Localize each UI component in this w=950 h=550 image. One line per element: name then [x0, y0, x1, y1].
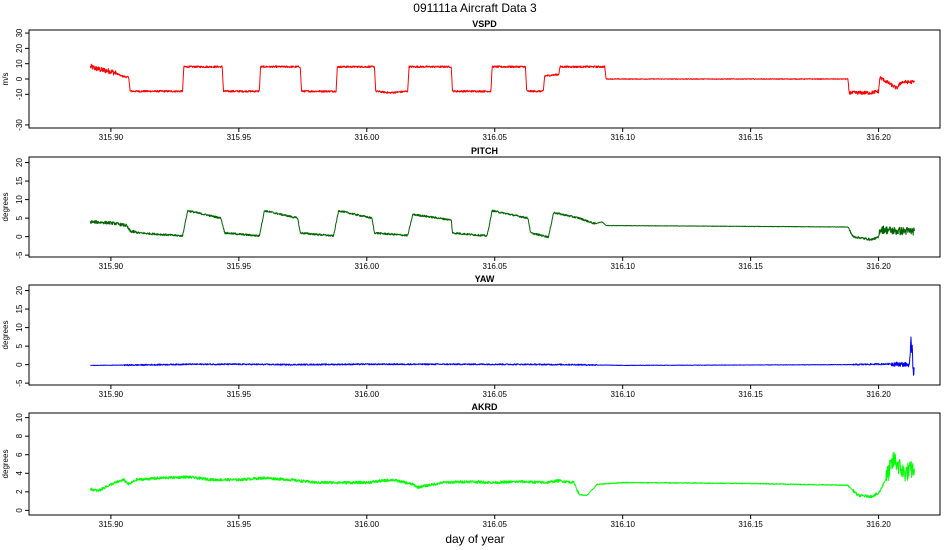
series-line-yaw: [90, 336, 915, 376]
y-tick-label: 5: [15, 343, 24, 348]
panel-title: AKRD: [472, 402, 498, 412]
plot-frame: [28, 156, 941, 258]
chart-panel: YAW 315.90 315.95 316.00 316.05 316.10 316.15 3…: [1, 274, 941, 399]
y-tick-label: 8: [15, 433, 24, 438]
chart-panel: AKRD 315.90 315.95 316.00 316.05 316.10 316.15…: [1, 402, 941, 529]
y-tick-label: 0: [15, 234, 24, 239]
plot-frame: [28, 284, 941, 386]
x-tick-label: 315.90: [99, 133, 124, 142]
x-tick-label: 316.20: [866, 262, 891, 271]
x-tick-label: 316.00: [355, 520, 380, 529]
y-tick-label: 15: [15, 176, 24, 185]
panels: VSPD 315.90 315.95 316.00 316.05 316.10 316.15…: [1, 19, 941, 529]
y-axis-label: m/s: [1, 73, 10, 86]
y-tick-label: 20: [15, 43, 24, 52]
x-tick-label: 315.95: [227, 390, 252, 399]
x-tick-label: 315.90: [99, 390, 124, 399]
x-tick-label: 315.95: [227, 520, 252, 529]
y-tick-label: 0: [15, 362, 24, 367]
y-tick-label: 15: [15, 304, 24, 313]
x-tick-label: 315.95: [227, 262, 252, 271]
x-tick-label: 316.15: [738, 520, 763, 529]
x-tick-label: 316.20: [866, 133, 891, 142]
x-tick-label: 316.05: [483, 390, 508, 399]
panel-title: VSPD: [472, 19, 497, 29]
x-tick-label: 316.00: [355, 262, 380, 271]
series-line-akrd: [89, 451, 915, 499]
x-tick-label: 316.10: [610, 133, 635, 142]
y-axis-label: degrees: [1, 321, 10, 350]
x-tick-label: 316.15: [738, 133, 763, 142]
y-tick-label: 20: [15, 286, 24, 295]
x-tick-label: 316.10: [610, 390, 635, 399]
y-tick-label: -5: [15, 251, 24, 259]
y-tick-label: -30: [15, 119, 24, 131]
panel-title: PITCH: [471, 146, 498, 156]
series-line-pitch: [89, 209, 915, 241]
x-tick-label: 316.05: [483, 262, 508, 271]
chart-panel: PITCH 315.90 315.95 316.00 316.05 316.10 316.1…: [1, 146, 941, 271]
y-tick-label: 10: [15, 323, 24, 332]
y-tick-label: 0: [15, 508, 24, 513]
y-tick-label: 6: [15, 452, 24, 457]
figure-title: 091111a Aircraft Data 3: [413, 1, 537, 15]
x-tick-label: 316.20: [866, 390, 891, 399]
y-tick-label: 10: [15, 59, 24, 68]
panel-title: YAW: [475, 274, 495, 284]
plot-frame: [28, 412, 941, 516]
x-tick-label: 315.90: [99, 262, 124, 271]
x-tick-label: 316.15: [738, 390, 763, 399]
y-tick-label: 5: [15, 215, 24, 220]
y-tick-label: 2: [15, 489, 24, 494]
y-tick-label: 10: [15, 413, 24, 422]
x-tick-label: 316.20: [866, 520, 891, 529]
y-tick-label: 10: [15, 195, 24, 204]
y-tick-label: 4: [15, 470, 24, 475]
x-tick-label: 316.05: [483, 133, 508, 142]
x-tick-label: 316.10: [610, 520, 635, 529]
x-tick-label: 315.95: [227, 133, 252, 142]
y-tick-label: -5: [15, 379, 24, 387]
series-line-vspd: [89, 63, 915, 96]
x-tick-label: 316.15: [738, 262, 763, 271]
x-tick-label: 316.05: [483, 520, 508, 529]
y-tick-label: -10: [15, 88, 24, 100]
x-tick-label: 316.10: [610, 262, 635, 271]
x-axis-label: day of year: [445, 532, 504, 546]
y-tick-label: 0: [15, 76, 24, 81]
x-tick-label: 316.00: [355, 390, 380, 399]
chart-panel: VSPD 315.90 315.95 316.00 316.05 316.10 316.15…: [1, 19, 941, 142]
y-axis-label: degrees: [1, 450, 10, 479]
y-axis-label: degrees: [1, 193, 10, 222]
x-tick-label: 315.90: [99, 520, 124, 529]
y-tick-label: 20: [15, 158, 24, 167]
y-tick-label: 30: [15, 28, 24, 37]
x-tick-label: 316.00: [355, 133, 380, 142]
